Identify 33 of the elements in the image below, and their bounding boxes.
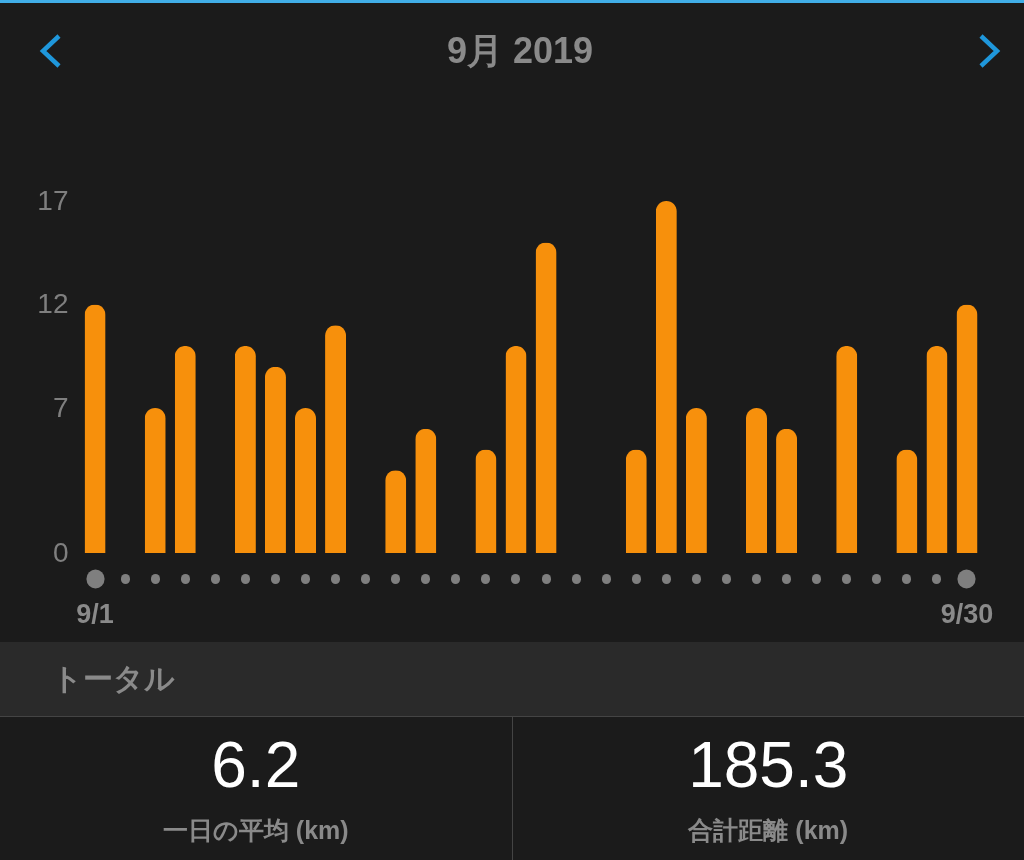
bar xyxy=(655,201,677,553)
text: 6.2 xyxy=(210,728,302,801)
text: トータル xyxy=(0,642,1024,717)
y-tick-label: 7 xyxy=(52,391,69,423)
bar xyxy=(415,428,437,553)
bar xyxy=(836,345,858,553)
bar xyxy=(174,345,196,553)
bar xyxy=(745,408,768,553)
bar xyxy=(264,366,286,553)
chart-title: 9月 2019 xyxy=(446,30,594,71)
bar xyxy=(505,345,527,553)
bar xyxy=(926,345,948,553)
bar xyxy=(325,325,347,553)
text: 一日の平均 (km) xyxy=(161,815,350,845)
bar xyxy=(475,449,497,553)
text: 合計距離 (km) xyxy=(687,815,850,845)
bar xyxy=(385,470,407,553)
x-tick-label: 9/1 xyxy=(76,598,114,629)
bar xyxy=(535,242,557,553)
bar xyxy=(956,304,978,553)
bar xyxy=(625,449,647,553)
y-tick-label: 17 xyxy=(37,184,69,216)
bar xyxy=(144,408,166,553)
bar xyxy=(776,428,798,553)
bar xyxy=(294,408,317,553)
bar xyxy=(896,449,918,553)
text: 185.3 xyxy=(687,728,850,801)
bar xyxy=(234,345,256,553)
bar xyxy=(685,408,707,553)
bar xyxy=(84,304,106,553)
y-tick-label: 0 xyxy=(52,536,69,568)
x-tick-label: 9/30 xyxy=(940,598,994,629)
y-tick-label: 12 xyxy=(37,288,69,320)
